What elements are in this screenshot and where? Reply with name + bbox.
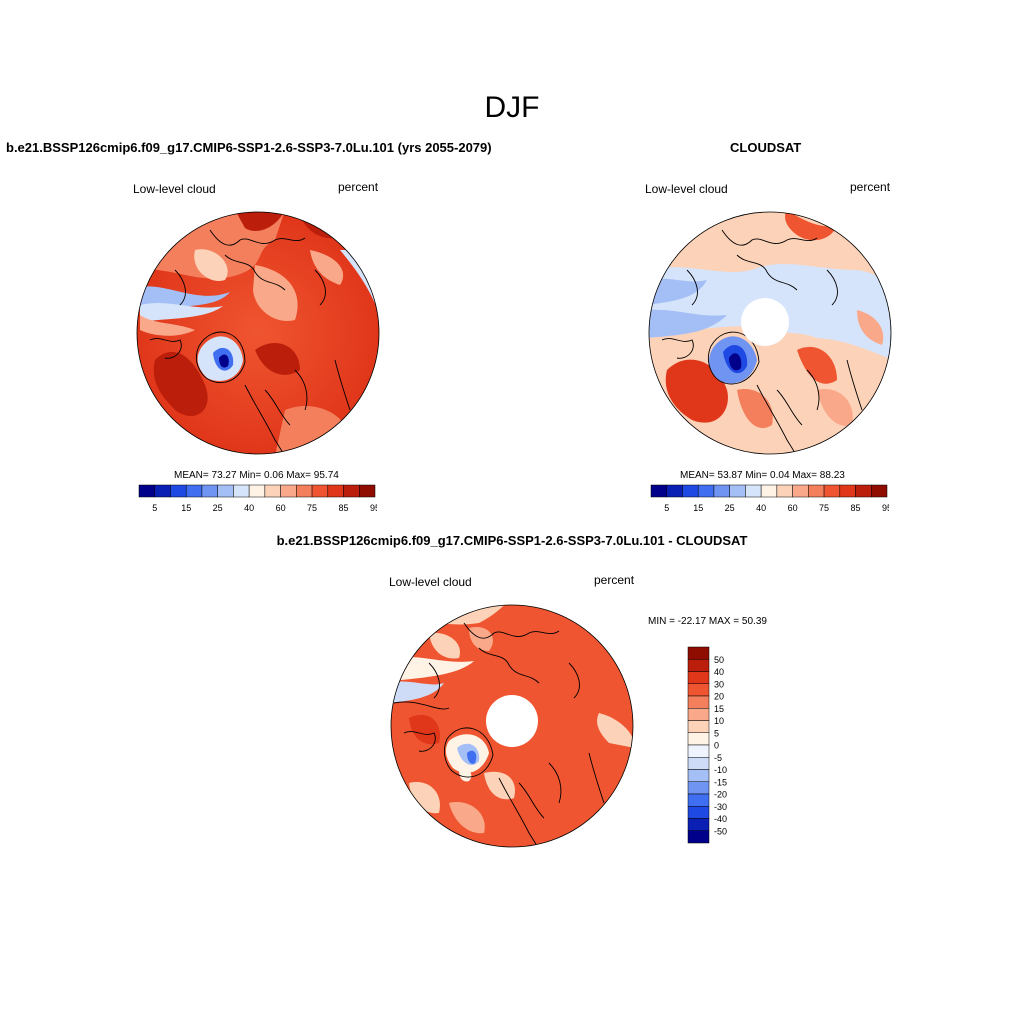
- panel-2-colorbar-swatch: [760, 484, 778, 498]
- panel-3-colorbar-tick-label: -15: [714, 777, 727, 787]
- panel-2-colorbar-swatch: [745, 484, 762, 498]
- panel-1-colorbar-tick-label: 15: [181, 503, 191, 513]
- panel-3-colorbar-tick-label: -5: [714, 753, 722, 763]
- panel-1-stats: MEAN= 73.27 Min= 0.06 Max= 95.74: [174, 470, 339, 481]
- panel-2-colorbar-swatch: [729, 484, 746, 498]
- panel-2-colorbar-swatch: [697, 484, 715, 498]
- panel-1-colorbar-swatch: [280, 484, 297, 498]
- panel-2-colorbar-tick-label: 15: [693, 503, 703, 513]
- panel-3-colorbar-tick-label: -30: [714, 802, 727, 812]
- panel-3-colorbar-tick-label: -40: [714, 814, 727, 824]
- panel-3-colorbar-swatch: [687, 781, 710, 795]
- panel-1-colorbar-swatch: [343, 484, 360, 498]
- panel-1-colorbar-tick-label: 40: [244, 503, 254, 513]
- panel-1-colorbar-swatch: [296, 484, 313, 498]
- panel-1-colorbar-swatch: [359, 484, 376, 498]
- panel-2-colorbar-tick-label: 5: [664, 503, 669, 513]
- panel-3-colorbar-tick-label: 15: [714, 704, 724, 714]
- panel-3-colorbar-tick-label: 50: [714, 655, 724, 665]
- panel-3-colorbar-tick-label: 5: [714, 728, 719, 738]
- panel-1-colorbar-tick-label: 85: [339, 503, 349, 513]
- panel-2-colorbar-tick-label: 75: [819, 503, 829, 513]
- panel-3-colorbar-swatch: [687, 683, 710, 697]
- panel-1-colorbar-swatch: [138, 484, 155, 498]
- panel-1-colorbar-swatch: [185, 484, 203, 498]
- panel-1-colorbar-swatch: [170, 484, 187, 498]
- panel-3-colorbar-swatch: [687, 646, 710, 660]
- panel-1-colorbar-swatch: [264, 484, 281, 498]
- panel-1-colorbar-tick-label: 5: [152, 503, 157, 513]
- panel-3-colorbar-swatch: [687, 695, 710, 709]
- panel-3-variable-label: Low-level cloud: [389, 575, 472, 589]
- panel-1-colorbar-swatch: [311, 484, 329, 498]
- panel-2-colorbar-swatch: [871, 484, 888, 498]
- panel-1-colorbar: 5 15 25 40 60 75 85 95: [138, 484, 377, 513]
- panel-2-title: CLOUDSAT: [730, 140, 802, 155]
- panel-3-polar-map: [390, 604, 634, 848]
- panel-3-colorbar-tick-label: 40: [714, 667, 724, 677]
- panel-3-colorbar-swatch: [687, 769, 710, 782]
- panel-3-colorbar-swatch: [687, 818, 710, 831]
- panel-2-colorbar: 5 15 25 40 60 75 85 95: [650, 484, 889, 513]
- panel-2-colorbar-tick-label: 85: [851, 503, 861, 513]
- panel-2-colorbar-swatch: [823, 484, 841, 498]
- panel-3-colorbar-swatch: [687, 732, 710, 746]
- panel-3-colorbar-tick-label: -20: [714, 790, 727, 800]
- panel-3-colorbar-swatch: [687, 659, 710, 672]
- panel-2-colorbar-swatch: [666, 484, 683, 498]
- panel-1-colorbar-tick-label: 25: [213, 503, 223, 513]
- panel-2-variable-label: Low-level cloud: [645, 182, 728, 196]
- panel-1-colorbar-swatch: [327, 484, 344, 498]
- panel-1-units-label: percent: [338, 180, 379, 194]
- panel-2-polar-map: [648, 211, 892, 455]
- panel-1-colorbar-tick-label: 60: [276, 503, 286, 513]
- panel-2-colorbar-swatch: [792, 484, 809, 498]
- panel-2-colorbar-tick-label: 60: [788, 503, 798, 513]
- panel-1-variable-label: Low-level cloud: [133, 182, 216, 196]
- panel-2-units-label: percent: [850, 180, 891, 194]
- panel-2-colorbar-swatch: [839, 484, 856, 498]
- panel-1-colorbar-swatch: [233, 484, 250, 498]
- panel-1-colorbar-swatch: [217, 484, 234, 498]
- panel-2-colorbar-swatch: [855, 484, 872, 498]
- panel-2-colorbar-swatch: [808, 484, 825, 498]
- panel-3-units-label: percent: [594, 573, 635, 587]
- panel-3-colorbar-swatch: [687, 793, 710, 807]
- panel-3-title: b.e21.BSSP126cmip6.f09_g17.CMIP6-SSP1-2.…: [276, 533, 748, 548]
- panel-2-colorbar-tick-label: 25: [725, 503, 735, 513]
- panel-1-colorbar-swatch: [154, 484, 171, 498]
- panel-2-colorbar-swatch: [682, 484, 699, 498]
- panel-3-colorbar-swatch: [687, 720, 710, 733]
- panel-3-stats: MIN = -22.17 MAX = 50.39: [648, 616, 767, 627]
- panel-3-colorbar-tick-label: -10: [714, 765, 727, 775]
- panel-3-colorbar-tick-label: 10: [714, 716, 724, 726]
- panel-1-title: b.e21.BSSP126cmip6.f09_g17.CMIP6-SSP1-2.…: [6, 140, 492, 155]
- panel-1-polar-map: [136, 211, 380, 455]
- panel-2-colorbar-tick-label: 40: [756, 503, 766, 513]
- panel-3-colorbar-swatch: [687, 671, 710, 684]
- panel-2-stats: MEAN= 53.87 Min= 0.04 Max= 88.23: [680, 470, 845, 481]
- panel-2-colorbar-swatch: [776, 484, 793, 498]
- panel-3-colorbar-tick-label: 20: [714, 692, 724, 702]
- panel-3-colorbar-swatch: [687, 708, 710, 721]
- panel-2-colorbar-swatch: [650, 484, 667, 498]
- panel-1-colorbar-tick-label: 75: [307, 503, 317, 513]
- panel-1-colorbar-tick-label: 95: [370, 503, 377, 513]
- panel-1-colorbar-swatch: [201, 484, 218, 498]
- panel-2-colorbar-swatch: [713, 484, 730, 498]
- panel-3-colorbar-swatch: [687, 744, 710, 758]
- panel-3-colorbar-swatch: [687, 830, 710, 844]
- panel-2-colorbar-tick-label: 95: [882, 503, 889, 513]
- panel-3-colorbar-swatch: [687, 806, 710, 819]
- figure-title: DJF: [484, 91, 540, 124]
- panel-3-colorbar-tick-label: 0: [714, 741, 719, 751]
- panel-3-colorbar-swatch: [687, 757, 710, 770]
- panel-3-colorbar-tick-label: 30: [714, 679, 724, 689]
- panel-3-colorbar-tick-label: -50: [714, 826, 727, 836]
- panel-1-colorbar-swatch: [248, 484, 266, 498]
